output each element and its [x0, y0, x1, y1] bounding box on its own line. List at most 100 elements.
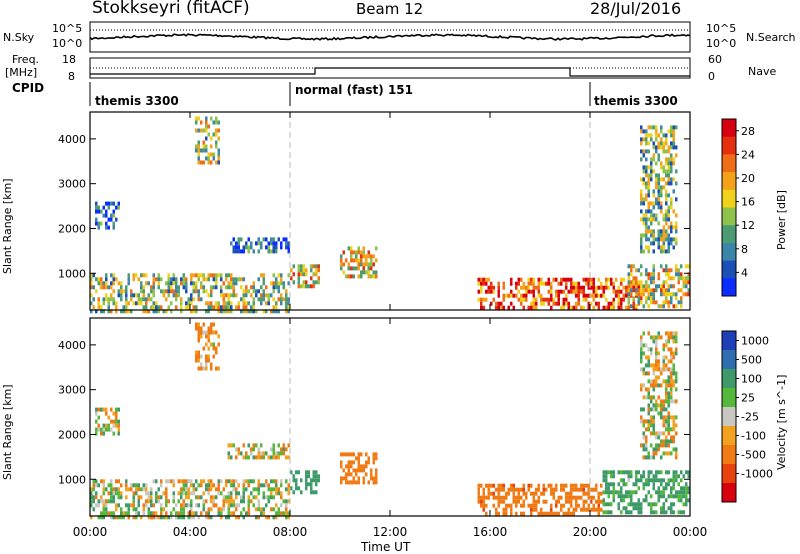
echo-cell: [197, 148, 200, 153]
echo-cell: [527, 487, 530, 492]
colorbar-tick-label: 4: [741, 266, 748, 279]
echo-cell: [647, 355, 650, 360]
echo-cell: [652, 427, 655, 432]
echo-cell: [610, 490, 613, 495]
echo-cell: [517, 499, 520, 504]
echo-cell: [215, 346, 218, 351]
echo-cell: [650, 510, 653, 515]
echo-cell: [630, 510, 633, 515]
echo-cell: [505, 293, 508, 298]
echo-cell: [650, 431, 653, 436]
echo-cell: [585, 483, 588, 488]
echo-cell: [477, 487, 480, 492]
echo-cell: [347, 468, 350, 473]
echo-cell: [120, 285, 123, 290]
echo-cell: [657, 431, 660, 436]
echo-cell: [485, 511, 488, 516]
echo-cell: [627, 494, 630, 499]
echo-cell: [657, 470, 660, 475]
echo-cell: [640, 335, 643, 340]
echo-cell: [662, 249, 665, 254]
echo-cell: [350, 258, 353, 263]
echo-cell: [532, 491, 535, 496]
echo-cell: [667, 415, 670, 420]
echo-cell: [152, 511, 155, 516]
echo-cell: [647, 217, 650, 222]
echo-cell: [645, 296, 648, 301]
echo-cell: [117, 293, 120, 298]
echo-cell: [160, 507, 163, 512]
echo-cell: [197, 350, 200, 355]
echo-cell: [110, 281, 113, 286]
echo-cell: [202, 491, 205, 496]
echo-cell: [285, 241, 288, 246]
echo-cell: [215, 285, 218, 290]
echo-cell: [642, 129, 645, 134]
echo-cell: [637, 280, 640, 285]
echo-cell: [667, 177, 670, 182]
echo-cell: [227, 285, 230, 290]
echo-cell: [242, 455, 245, 460]
echo-cell: [642, 482, 645, 487]
echo-cell: [105, 297, 108, 302]
echo-cell: [662, 268, 665, 273]
echo-cell: [212, 305, 215, 310]
echo-cell: [105, 209, 108, 214]
echo-cell: [260, 293, 263, 298]
echo-cell: [642, 407, 645, 412]
echo-cell: [675, 371, 678, 376]
echo-cell: [187, 305, 190, 310]
echo-cell: [667, 506, 670, 511]
echo-cell: [105, 511, 108, 516]
echo-cell: [532, 297, 535, 302]
freq-axis-bottom: 8: [68, 70, 75, 83]
echo-cell: [577, 293, 580, 298]
echo-cell: [640, 209, 643, 214]
echo-cell: [675, 241, 678, 246]
echo-cell: [687, 264, 690, 269]
echo-cell: [480, 301, 483, 306]
echo-cell: [232, 285, 235, 290]
echo-cell: [485, 289, 488, 294]
echo-cell: [642, 153, 645, 158]
echo-cell: [110, 419, 113, 424]
echo-cell: [237, 249, 240, 254]
echo-cell: [662, 149, 665, 154]
echo-cell: [640, 502, 643, 507]
echo-cell: [645, 478, 648, 483]
echo-cell: [655, 478, 658, 483]
echo-cell: [202, 346, 205, 351]
echo-cell: [645, 197, 648, 202]
echo-cell: [347, 274, 350, 279]
echo-cell: [195, 148, 198, 153]
echo-cell: [482, 507, 485, 512]
echo-cell: [350, 464, 353, 469]
echo-cell: [235, 503, 238, 508]
y-tick-label: 3000: [58, 384, 86, 397]
echo-cell: [195, 281, 198, 286]
echo-cell: [375, 480, 378, 485]
echo-cell: [157, 309, 160, 314]
echo-cell: [665, 133, 668, 138]
echo-cell: [192, 511, 195, 516]
echo-cell: [105, 281, 108, 286]
echo-cell: [650, 125, 653, 130]
echo-cell: [205, 366, 208, 371]
echo-cell: [655, 399, 658, 404]
echo-cell: [215, 277, 218, 282]
echo-cell: [655, 177, 658, 182]
echo-cell: [665, 217, 668, 222]
echo-cell: [660, 189, 663, 194]
echo-cell: [350, 266, 353, 271]
echo-cell: [665, 407, 668, 412]
echo-cell: [240, 511, 243, 516]
echo-cell: [97, 407, 100, 412]
echo-cell: [245, 479, 248, 484]
echo-cell: [360, 452, 363, 457]
echo-cell: [262, 293, 265, 298]
echo-cell: [170, 309, 173, 314]
echo-cell: [675, 225, 678, 230]
echo-cell: [107, 499, 110, 504]
echo-cell: [142, 511, 145, 516]
echo-cell: [650, 213, 653, 218]
